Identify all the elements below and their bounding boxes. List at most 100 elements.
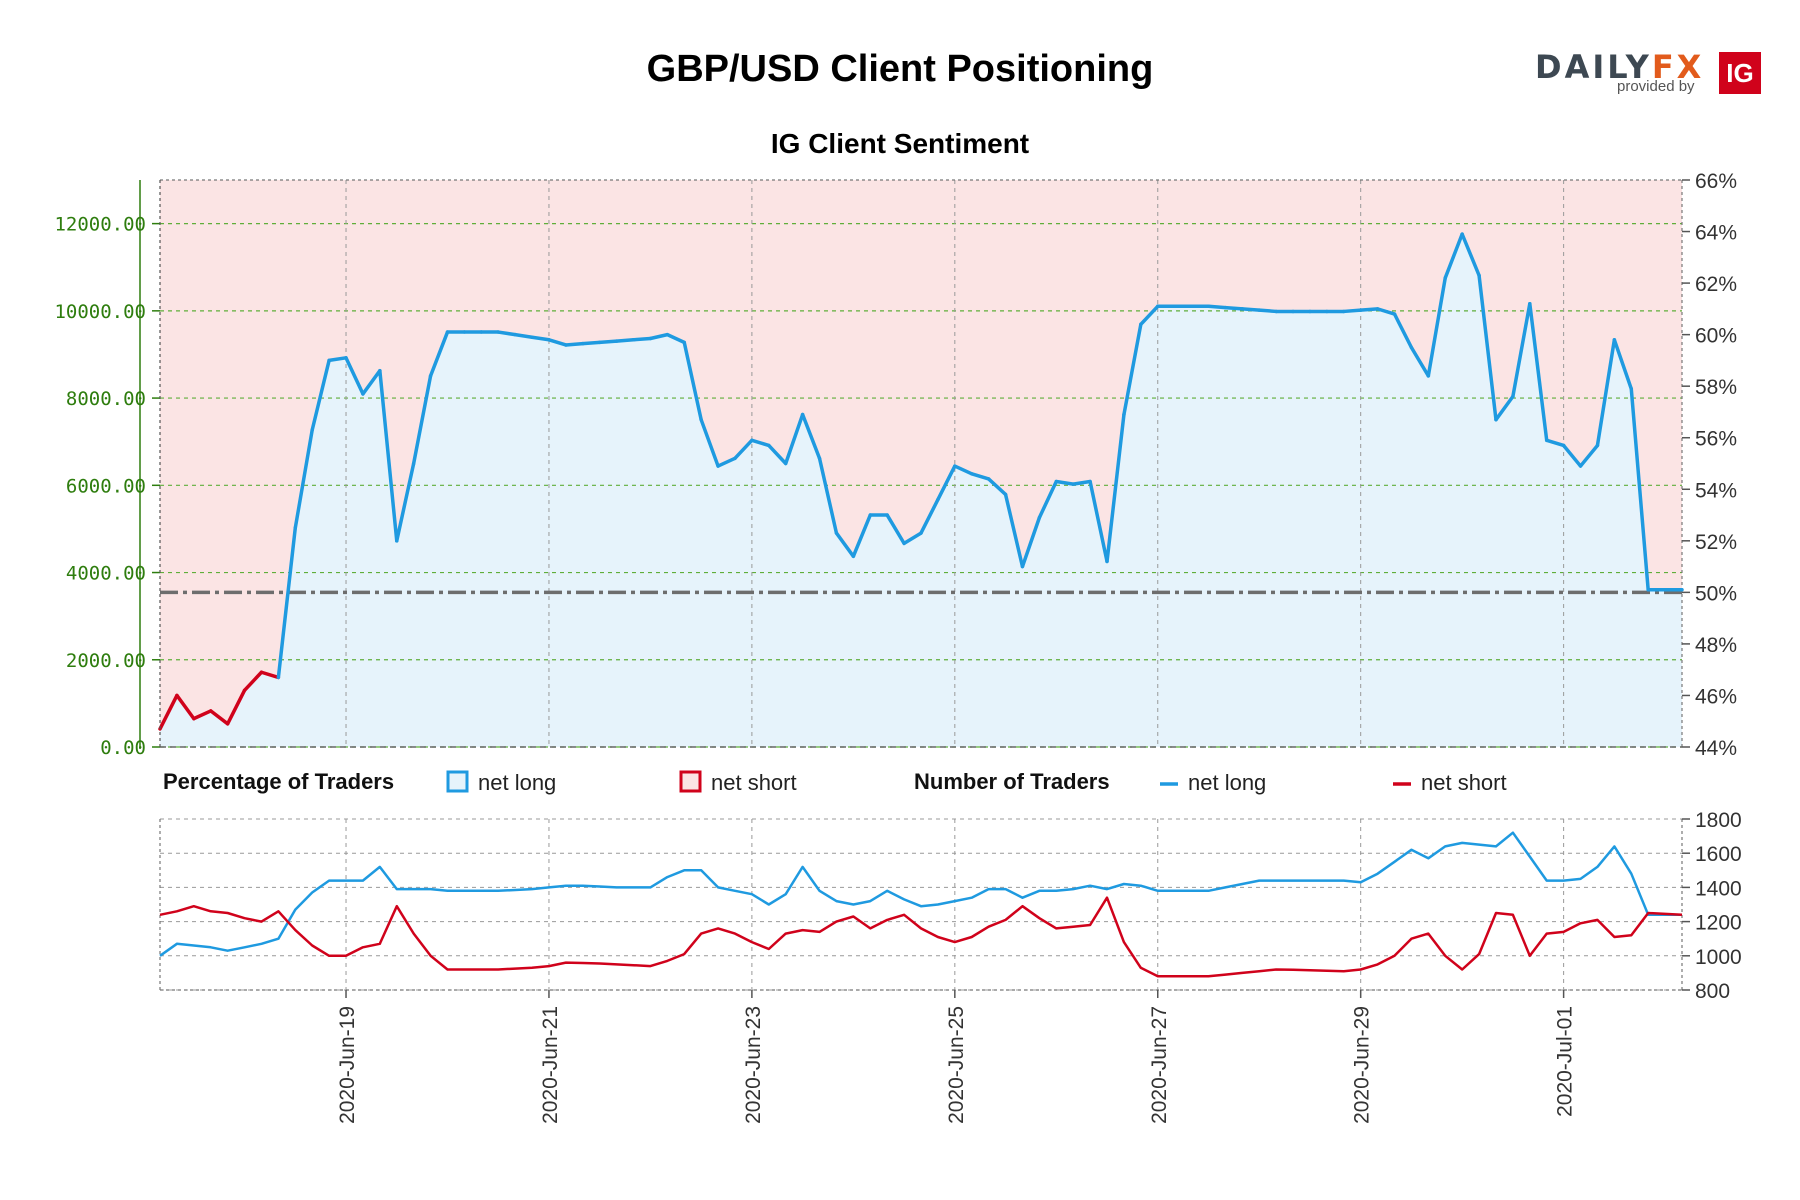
- bottom-right-tick-label: 1000: [1695, 946, 1742, 969]
- net-long-pct-segment: [1477, 273, 1498, 422]
- net-long-pct-segment: [1544, 438, 1566, 448]
- bottom-right-tick-label: 1200: [1695, 912, 1742, 935]
- net-long-pct-segment: [665, 332, 686, 345]
- net-long-pct-segment: [208, 709, 230, 726]
- dailyfx-wordmark: DAILYFX: [1535, 48, 1704, 86]
- net-long-pct-segment: [1342, 308, 1363, 314]
- net-long-pct-segment: [1612, 338, 1634, 391]
- left-tick-label: 0.00: [100, 737, 146, 759]
- net-long-pct-segment: [175, 693, 196, 721]
- legend-pct-long-label: net long: [478, 770, 556, 795]
- net-long-pct-segment: [1257, 308, 1278, 314]
- chart-title: GBP/USD Client Positioning: [646, 48, 1154, 90]
- legend-pct-short-swatch: [679, 770, 702, 793]
- net-long-pct-segment: [530, 335, 551, 342]
- net-long-pct-segment: [1561, 443, 1583, 468]
- right-tick-label: 52%: [1695, 531, 1737, 554]
- net-short-count-line: [159, 896, 1683, 978]
- net-long-pct-segment: [648, 332, 670, 341]
- net-long-pct-segment: [885, 513, 906, 546]
- bottom-right-tick-label: 1600: [1695, 843, 1742, 866]
- net-long-pct-segment: [378, 368, 399, 543]
- net-long-pct-segment: [986, 477, 1008, 497]
- logo-daily: DAILY: [1535, 48, 1652, 86]
- net-long-area: [160, 234, 1682, 748]
- net-long-pct-segment: [902, 531, 923, 546]
- net-long-pct-segment: [192, 709, 213, 721]
- net-long-pct-segment: [783, 412, 805, 466]
- net-long-pct-segment: [1528, 301, 1549, 443]
- net-long-pct-segment: [1037, 479, 1059, 520]
- net-long-pct-segment: [597, 339, 619, 345]
- net-long-pct-segment: [699, 417, 720, 468]
- net-long-pct-segment: [716, 456, 737, 468]
- net-long-pct-segment: [259, 670, 281, 680]
- bottom-panel-series: [159, 831, 1683, 978]
- right-tick-label: 56%: [1695, 428, 1737, 451]
- net-long-pct-segment: [1375, 307, 1397, 316]
- bottom-right-tick-label: 800: [1695, 980, 1730, 1003]
- right-tick-label: 64%: [1695, 222, 1737, 245]
- legend-pct-long-swatch: [446, 770, 469, 793]
- net-long-pct-segment: [327, 356, 348, 363]
- legend: Percentage of Traders net long net short…: [163, 769, 1507, 795]
- net-long-pct-segment: [428, 330, 450, 378]
- right-tick-label: 60%: [1695, 325, 1737, 348]
- net-long-pct-segment: [1494, 394, 1515, 422]
- net-long-pct-segment: [851, 513, 873, 559]
- x-tick-label: 2020-Jul-01: [1554, 1006, 1577, 1117]
- right-tick-label: 66%: [1695, 170, 1737, 193]
- net-long-count-line: [159, 831, 1682, 957]
- logo-fx: FX: [1651, 48, 1705, 86]
- net-long-pct-segment: [1426, 276, 1447, 378]
- dailyfx-logo: DAILYFX provided by IG: [1535, 48, 1765, 100]
- net-long-pct-segment: [1392, 312, 1414, 350]
- net-long-pct-segment: [1122, 322, 1143, 417]
- right-tick-label: 54%: [1695, 479, 1737, 502]
- bottom-right-tick-label: 1400: [1695, 877, 1742, 900]
- legend-pct-short-label: net short: [711, 770, 797, 795]
- net-long-pct-segment: [1223, 305, 1245, 311]
- net-long-pct-segment: [1511, 301, 1532, 399]
- x-tick-label: 2020-Jun-27: [1148, 1006, 1171, 1124]
- net-long-pct-segment: [750, 438, 771, 448]
- net-long-pct-segment: [733, 438, 754, 461]
- net-long-pct-segment: [1595, 338, 1617, 448]
- net-long-pct-segment: [395, 461, 416, 543]
- net-long-pct-segment: [1139, 304, 1160, 327]
- net-long-pct-segment: [1240, 307, 1261, 312]
- legend-num-short-label: net short: [1421, 770, 1507, 795]
- left-tick-label: 10000.00: [54, 301, 146, 323]
- net-long-pct-segment: [1578, 443, 1600, 468]
- left-tick-label: 8000.00: [66, 388, 146, 410]
- net-long-pct-segment: [547, 338, 568, 347]
- net-long-pct-segment: [800, 412, 822, 461]
- net-long-pct-segment: [1071, 479, 1092, 486]
- net-long-pct-segment: [682, 340, 703, 422]
- net-long-pct-segment: [276, 526, 298, 680]
- net-long-pct-segment: [1358, 307, 1380, 312]
- right-tick-label: 48%: [1695, 634, 1737, 657]
- net-long-pct-segment: [1206, 304, 1228, 310]
- net-long-pct-segment: [344, 356, 365, 396]
- net-long-pct-segment: [969, 472, 991, 481]
- net-long-pct-segment: [631, 336, 653, 342]
- net-long-pct-segment: [1443, 232, 1464, 280]
- x-tick-label: 2020-Jun-23: [742, 1006, 765, 1124]
- net-long-pct-segment: [496, 330, 517, 337]
- x-tick-label: 2020-Jun-19: [336, 1006, 359, 1124]
- left-tick-label: 12000.00: [54, 214, 146, 236]
- right-tick-label: 46%: [1695, 685, 1737, 708]
- net-long-pct-segment: [1088, 479, 1109, 564]
- right-tick-label: 44%: [1695, 737, 1737, 760]
- net-long-pct-segment: [1409, 345, 1431, 378]
- net-long-pct-segment: [242, 670, 264, 693]
- net-long-pct-segment: [953, 464, 974, 476]
- top-panel-series: [158, 232, 1684, 731]
- net-long-pct-segment: [581, 340, 602, 346]
- logo-provided-by: provided by: [1617, 78, 1695, 95]
- net-long-pct-segment: [919, 497, 940, 535]
- net-long-pct-segment: [817, 456, 839, 535]
- net-long-pct-segment: [1054, 479, 1075, 486]
